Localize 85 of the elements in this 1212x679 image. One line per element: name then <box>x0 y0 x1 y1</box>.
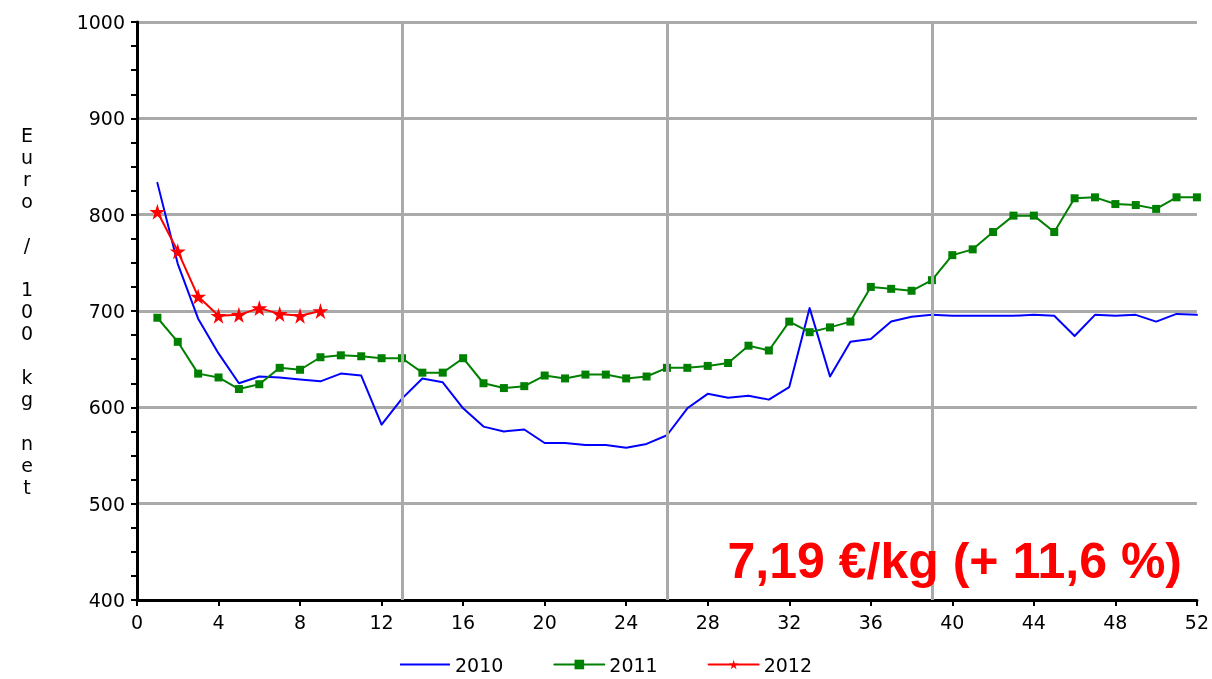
x-tick-label: 52 <box>1184 610 1210 633</box>
point <box>438 368 447 377</box>
point <box>1152 204 1161 213</box>
point <box>601 370 610 379</box>
y-tick-label: 600 <box>88 396 125 419</box>
x-tick-label: 0 <box>130 610 144 633</box>
point <box>642 372 651 381</box>
x-tick-label: 20 <box>532 610 557 633</box>
x-tick-label: 36 <box>858 610 883 633</box>
point <box>357 352 366 361</box>
point <box>292 307 309 324</box>
point <box>210 307 227 324</box>
point <box>1009 211 1018 220</box>
point <box>153 313 162 322</box>
point <box>1029 211 1038 220</box>
y-tick-label: 900 <box>88 107 125 130</box>
point <box>479 379 488 388</box>
legend-label: 2012 <box>763 653 813 676</box>
point <box>948 251 957 260</box>
point <box>255 380 264 389</box>
point <box>1050 228 1059 237</box>
point <box>234 385 243 394</box>
x-tick-label: 4 <box>212 610 225 633</box>
point <box>724 359 733 368</box>
x-tick-label: 40 <box>940 610 965 633</box>
point <box>296 365 305 374</box>
x-tick-label: 16 <box>451 610 476 633</box>
point <box>989 228 998 237</box>
point <box>230 306 247 323</box>
x-tick-label: 8 <box>294 610 307 633</box>
point <box>173 337 182 346</box>
legend-label: 2011 <box>609 653 658 676</box>
point <box>1070 194 1079 203</box>
point <box>459 354 468 363</box>
point <box>805 328 814 337</box>
point <box>1192 193 1201 202</box>
point <box>561 374 570 383</box>
y-tick-label: 800 <box>88 203 125 226</box>
point <box>275 363 284 372</box>
point <box>316 353 325 362</box>
point <box>149 203 166 220</box>
x-tick-label: 28 <box>695 610 720 633</box>
legend-label: 2010 <box>454 653 504 676</box>
point <box>887 284 896 293</box>
line-series <box>156 181 1198 449</box>
text: Euro / 100 kg net <box>20 124 34 498</box>
point <box>214 373 223 382</box>
x-tick-label: 48 <box>1103 610 1128 633</box>
point <box>190 288 207 305</box>
point <box>540 371 549 380</box>
x-tick-label: 12 <box>369 610 394 633</box>
point <box>1131 201 1140 210</box>
x-tick-label: 32 <box>777 610 802 633</box>
point <box>377 354 386 363</box>
point <box>907 286 916 295</box>
point <box>744 341 753 350</box>
point <box>271 305 288 322</box>
point <box>846 317 855 326</box>
annotation: 7,19 €/kg (+ 11,6 %) <box>727 533 1183 589</box>
point <box>1111 200 1120 209</box>
y-tick-label: 700 <box>88 300 125 322</box>
x-tick-label: 24 <box>614 610 639 633</box>
point <box>251 300 268 317</box>
point <box>785 317 794 326</box>
point <box>581 370 590 379</box>
point <box>683 363 692 372</box>
point <box>520 382 529 391</box>
y-tick-label: 1000 <box>76 11 125 33</box>
point <box>169 243 186 260</box>
point <box>703 361 712 370</box>
point <box>1172 193 1181 202</box>
y-tick-label: 400 <box>88 589 125 611</box>
point <box>194 369 203 378</box>
point <box>826 323 835 332</box>
point <box>622 374 631 383</box>
point <box>499 384 508 393</box>
point <box>418 368 427 377</box>
x-tick-label: 44 <box>1021 610 1046 633</box>
point <box>336 351 345 360</box>
point <box>968 245 977 254</box>
point <box>764 346 773 355</box>
point <box>1091 193 1099 202</box>
y-tick-label: 500 <box>88 492 125 515</box>
point <box>312 303 329 319</box>
point <box>866 282 875 291</box>
